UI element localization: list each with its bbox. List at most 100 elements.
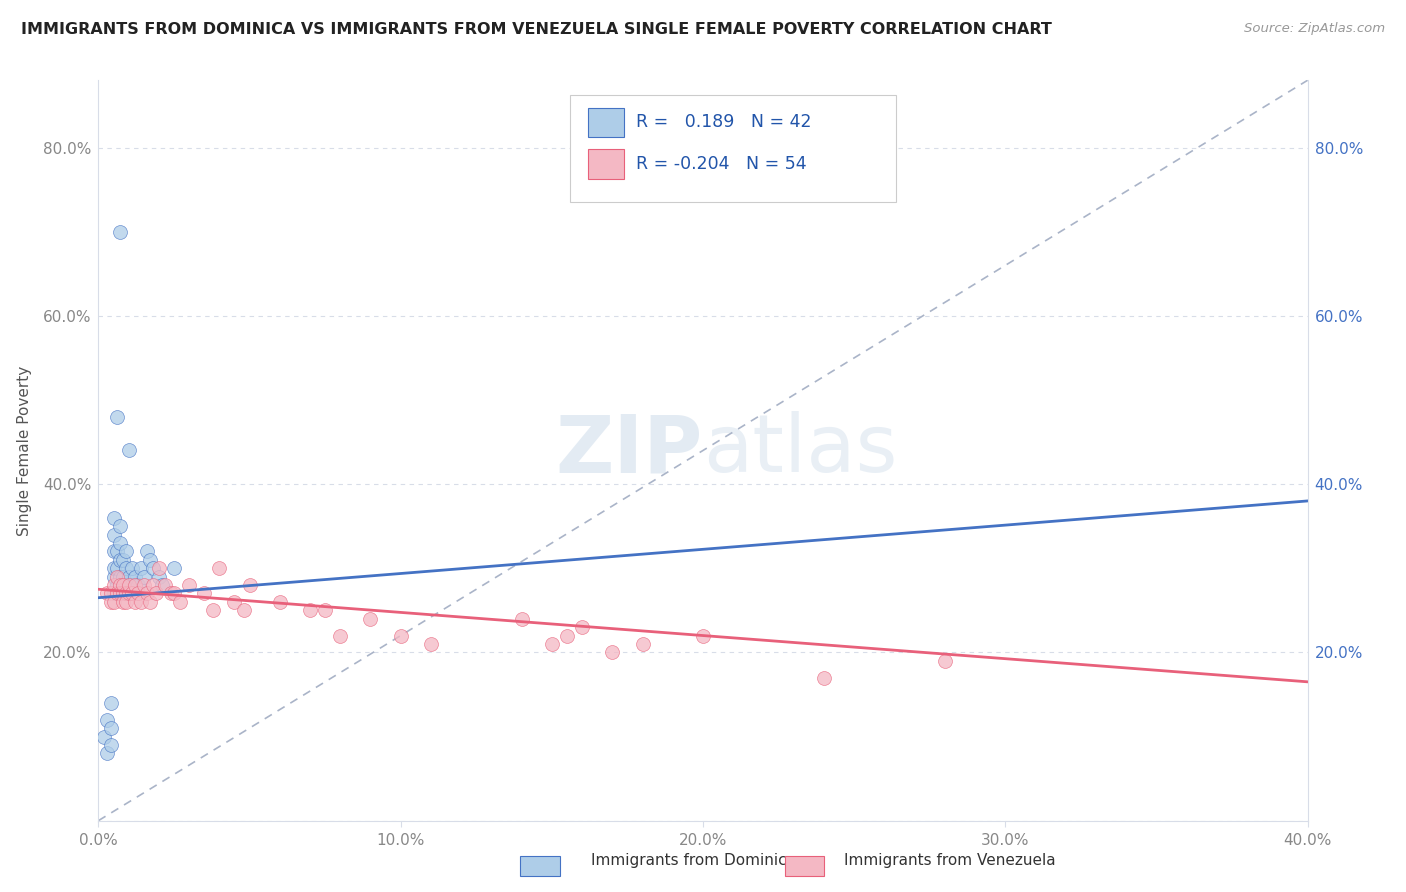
Point: [118, 578, 141, 592]
Point: [93, 730, 115, 744]
Point: [135, 544, 157, 558]
Text: Immigrants from Venezuela: Immigrants from Venezuela: [844, 854, 1056, 868]
Point: [299, 603, 322, 617]
Point: [114, 578, 136, 592]
Point: [100, 586, 122, 600]
Point: [127, 586, 149, 600]
Point: [100, 696, 122, 710]
Point: [103, 527, 125, 541]
Point: [111, 569, 134, 583]
Point: [118, 586, 141, 600]
Text: R = -0.204   N = 54: R = -0.204 N = 54: [637, 155, 807, 173]
Point: [269, 595, 291, 609]
Point: [124, 578, 146, 592]
Point: [142, 578, 165, 592]
Point: [114, 586, 136, 600]
Point: [118, 586, 141, 600]
FancyBboxPatch shape: [588, 149, 624, 178]
Point: [100, 738, 122, 752]
Point: [163, 561, 186, 575]
Point: [121, 578, 143, 592]
Point: [103, 510, 125, 524]
Text: Immigrants from Dominica: Immigrants from Dominica: [591, 854, 796, 868]
Point: [329, 628, 352, 642]
Point: [193, 586, 215, 600]
Point: [124, 595, 146, 609]
Point: [96, 586, 118, 600]
Point: [105, 561, 128, 575]
Point: [142, 561, 165, 575]
Point: [114, 595, 136, 609]
Text: R =   0.189   N = 42: R = 0.189 N = 42: [637, 113, 813, 131]
Point: [108, 519, 131, 533]
Point: [103, 569, 125, 583]
Point: [105, 578, 128, 592]
Point: [389, 628, 412, 642]
Point: [169, 595, 191, 609]
Point: [127, 578, 149, 592]
Point: [163, 586, 186, 600]
Point: [224, 595, 246, 609]
Point: [96, 713, 118, 727]
Point: [108, 578, 131, 592]
Point: [631, 637, 654, 651]
Point: [108, 225, 131, 239]
Point: [100, 721, 122, 735]
Point: [103, 544, 125, 558]
Point: [103, 561, 125, 575]
Y-axis label: Single Female Poverty: Single Female Poverty: [17, 366, 32, 535]
Point: [129, 595, 152, 609]
FancyBboxPatch shape: [569, 95, 897, 202]
Point: [121, 561, 143, 575]
Point: [105, 409, 128, 424]
Point: [103, 595, 125, 609]
Point: [510, 612, 533, 626]
Point: [111, 586, 134, 600]
Point: [105, 544, 128, 558]
Point: [108, 553, 131, 567]
Point: [108, 536, 131, 550]
Point: [148, 569, 170, 583]
Point: [124, 569, 146, 583]
Point: [360, 612, 382, 626]
Point: [100, 595, 122, 609]
Point: [420, 637, 443, 651]
Point: [208, 561, 231, 575]
Point: [692, 628, 714, 642]
Point: [160, 586, 183, 600]
Text: IMMIGRANTS FROM DOMINICA VS IMMIGRANTS FROM VENEZUELA SINGLE FEMALE POVERTY CORR: IMMIGRANTS FROM DOMINICA VS IMMIGRANTS F…: [21, 22, 1052, 37]
FancyBboxPatch shape: [588, 108, 624, 137]
Point: [153, 578, 176, 592]
Text: Source: ZipAtlas.com: Source: ZipAtlas.com: [1244, 22, 1385, 36]
Point: [813, 671, 835, 685]
Point: [179, 578, 201, 592]
Text: atlas: atlas: [703, 411, 897, 490]
Point: [145, 586, 167, 600]
Point: [555, 628, 578, 642]
Point: [571, 620, 593, 634]
Point: [96, 747, 118, 761]
Point: [239, 578, 262, 592]
Point: [314, 603, 336, 617]
Point: [111, 595, 134, 609]
Point: [108, 569, 131, 583]
Point: [602, 645, 624, 659]
Point: [118, 569, 141, 583]
Point: [202, 603, 225, 617]
Text: ZIP: ZIP: [555, 411, 703, 490]
Point: [118, 443, 141, 458]
Point: [103, 578, 125, 592]
Point: [150, 578, 173, 592]
Point: [132, 569, 155, 583]
Point: [114, 544, 136, 558]
Point: [934, 654, 956, 668]
Point: [132, 578, 155, 592]
Point: [108, 586, 131, 600]
Point: [135, 586, 157, 600]
Point: [129, 561, 152, 575]
Point: [139, 553, 162, 567]
Point: [105, 569, 128, 583]
Point: [540, 637, 562, 651]
Point: [111, 553, 134, 567]
Point: [148, 561, 170, 575]
